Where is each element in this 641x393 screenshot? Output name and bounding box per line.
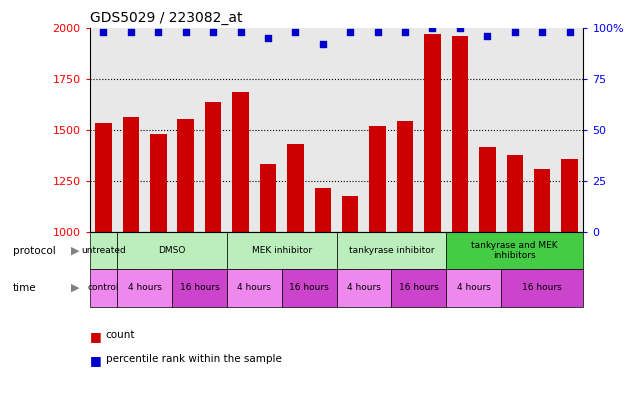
Bar (150, 134, 167, 232)
Bar (90, 269, 117, 307)
Point (235, 28, 246, 35)
Text: 16 hours: 16 hours (289, 283, 329, 292)
Text: protocol: protocol (13, 246, 56, 256)
Bar (501, 269, 583, 307)
Bar (479, 147, 495, 232)
Bar (122, 116, 139, 232)
Text: ■: ■ (90, 354, 101, 367)
Bar (392, 269, 446, 307)
Bar (369, 126, 386, 232)
Text: untreated: untreated (81, 246, 126, 255)
Bar (446, 232, 583, 269)
Bar (342, 196, 358, 232)
Bar (117, 232, 227, 269)
Point (318, 41, 328, 47)
Bar (117, 269, 172, 307)
Point (510, 28, 520, 35)
Point (537, 28, 547, 35)
Bar (96, 123, 112, 232)
Text: 4 hours: 4 hours (128, 283, 162, 292)
Point (482, 33, 492, 39)
Bar (337, 232, 446, 269)
Text: GDS5029 / 223082_at: GDS5029 / 223082_at (90, 11, 242, 25)
Point (400, 28, 410, 35)
Bar (227, 232, 337, 269)
Text: 16 hours: 16 hours (399, 283, 438, 292)
Bar (260, 163, 276, 232)
Text: time: time (13, 283, 37, 293)
Text: ■: ■ (90, 330, 101, 343)
Point (153, 28, 163, 35)
Bar (506, 155, 523, 232)
Point (208, 28, 218, 35)
Bar (446, 269, 501, 307)
Bar (90, 232, 117, 269)
Text: tankyrase inhibitor: tankyrase inhibitor (349, 246, 434, 255)
Text: tankyrase and MEK
inhibitors: tankyrase and MEK inhibitors (471, 241, 558, 261)
Bar (178, 119, 194, 232)
Bar (315, 188, 331, 232)
Point (455, 24, 465, 31)
Point (345, 28, 355, 35)
Point (372, 28, 383, 35)
Point (98, 28, 108, 35)
Bar (562, 160, 578, 232)
Text: 16 hours: 16 hours (179, 283, 219, 292)
Text: ▶: ▶ (71, 246, 80, 256)
Point (428, 24, 438, 31)
Bar (172, 269, 227, 307)
Text: 16 hours: 16 hours (522, 283, 562, 292)
Bar (232, 92, 249, 232)
Text: ▶: ▶ (71, 283, 80, 293)
Bar (424, 34, 441, 232)
Bar (397, 121, 413, 232)
Bar (452, 36, 468, 232)
Bar (287, 144, 304, 232)
Bar (227, 269, 281, 307)
Bar (337, 269, 392, 307)
Bar (281, 269, 337, 307)
Point (565, 28, 575, 35)
Text: DMSO: DMSO (158, 246, 186, 255)
Point (290, 28, 301, 35)
Text: percentile rank within the sample: percentile rank within the sample (106, 354, 281, 364)
Point (263, 35, 273, 41)
Bar (534, 169, 551, 232)
Text: 4 hours: 4 hours (237, 283, 271, 292)
Bar (205, 102, 221, 232)
Text: count: count (106, 330, 135, 340)
Text: 4 hours: 4 hours (456, 283, 490, 292)
Point (126, 28, 136, 35)
Text: MEK inhibitor: MEK inhibitor (252, 246, 312, 255)
Point (181, 28, 191, 35)
Text: 4 hours: 4 hours (347, 283, 381, 292)
Text: control: control (88, 283, 119, 292)
